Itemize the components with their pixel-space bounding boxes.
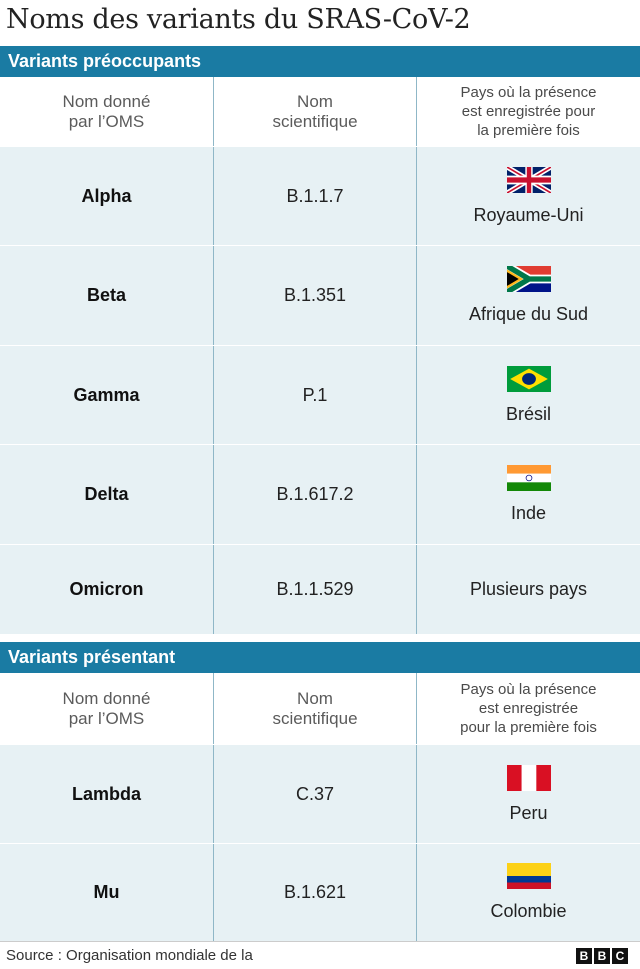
- scientific-name: C.37: [213, 745, 416, 843]
- bbc-logo-letter: B: [576, 948, 592, 964]
- who-name: Omicron: [69, 579, 144, 599]
- who-name: Delta: [84, 484, 129, 504]
- country-cell: Colombie: [416, 844, 640, 941]
- header-country-line2: est enregistrée: [478, 700, 579, 717]
- uk-flag-icon: [506, 166, 551, 193]
- brazil-flag-icon: [506, 365, 551, 392]
- colombia-flag-icon: [506, 863, 551, 889]
- table-header-row: Nom donné par l’OMS Nom scientifique Pay…: [0, 673, 640, 744]
- country-name: Afrique du Sud: [468, 304, 589, 324]
- bbc-logo-letter: B: [594, 948, 610, 964]
- who-name: Mu: [93, 882, 120, 902]
- scientific-name: B.1.351: [213, 246, 416, 345]
- scientific-name: B.1.617.2: [213, 445, 416, 544]
- header-country-line1: Pays où la présence: [460, 681, 597, 698]
- header-scientific-name: Nom scientifique: [213, 77, 416, 146]
- header-first-country: Pays où la présence est enregistrée pour…: [416, 673, 640, 744]
- header-who-line2: par l’OMS: [68, 111, 145, 131]
- header-country-line3: la première fois: [477, 122, 580, 139]
- india-flag-icon: [506, 465, 551, 491]
- peru-flag-icon: [506, 764, 551, 791]
- footer: Source : Organisation mondiale de la B B…: [0, 941, 640, 969]
- table-row: Gamma P.1 Brésil: [0, 345, 640, 444]
- section-heading-interest: Variants présentant: [0, 642, 640, 673]
- country-name: Plusieurs pays: [469, 579, 588, 599]
- page-title: Noms des variants du SRAS-CoV-2: [6, 4, 471, 35]
- table-row: Delta B.1.617.2 Inde: [0, 444, 640, 544]
- who-name: Gamma: [73, 384, 140, 405]
- scientific-name: B.1.1.529: [213, 545, 416, 634]
- country-name: Inde: [510, 503, 547, 523]
- header-sci-line2: scientifique: [272, 708, 358, 728]
- bbc-logo-letter: C: [612, 948, 628, 964]
- header-first-country: Pays où la présence est enregistrée pour…: [416, 77, 640, 146]
- section-heading-concern: Variants préoccupants: [0, 46, 640, 77]
- country-cell: Plusieurs pays: [416, 545, 640, 634]
- header-country-line3: pour la première fois: [460, 719, 597, 736]
- country-cell: Royaume-Uni: [416, 147, 640, 245]
- header-country-line1: Pays où la présence: [460, 84, 597, 101]
- header-country-line2: est enregistrée pour: [461, 103, 596, 120]
- who-name: Lambda: [71, 783, 141, 804]
- country-cell: Afrique du Sud: [416, 246, 640, 345]
- who-name: Alpha: [81, 185, 132, 206]
- header-who-line1: Nom donné: [62, 91, 151, 111]
- south-africa-flag-icon: [506, 266, 551, 292]
- country-cell: Peru: [416, 745, 640, 843]
- scientific-name: P.1: [213, 346, 416, 444]
- country-cell: Brésil: [416, 346, 640, 444]
- source-note: Source : Organisation mondiale de la: [6, 947, 253, 964]
- header-sci-line1: Nom: [297, 91, 333, 111]
- table-row: Mu B.1.621 Colombie: [0, 843, 640, 941]
- header-who-line2: par l’OMS: [68, 708, 145, 728]
- country-name: Peru: [509, 802, 548, 823]
- scientific-name: B.1.621: [213, 844, 416, 941]
- table-row: Alpha B.1.1.7 Royaume-Uni: [0, 146, 640, 245]
- country-cell: Inde: [416, 445, 640, 544]
- table-row: Omicron B.1.1.529 Plusieurs pays: [0, 544, 640, 634]
- table-header-row: Nom donné par l’OMS Nom scientifique Pay…: [0, 77, 640, 146]
- country-name: Colombie: [490, 901, 567, 921]
- scientific-name: B.1.1.7: [213, 147, 416, 245]
- header-sci-line2: scientifique: [272, 111, 358, 131]
- country-name: Royaume-Uni: [473, 204, 584, 225]
- country-name: Brésil: [505, 403, 551, 424]
- header-who-name: Nom donné par l’OMS: [0, 673, 213, 744]
- who-name: Beta: [86, 285, 126, 305]
- bbc-logo: B B C: [576, 948, 628, 964]
- header-who-line1: Nom donné: [62, 688, 151, 708]
- table-row: Lambda C.37 Peru: [0, 744, 640, 843]
- header-sci-line1: Nom: [297, 688, 333, 708]
- header-who-name: Nom donné par l’OMS: [0, 77, 213, 146]
- table-row: Beta B.1.351 Afrique du Sud: [0, 245, 640, 345]
- header-scientific-name: Nom scientifique: [213, 673, 416, 744]
